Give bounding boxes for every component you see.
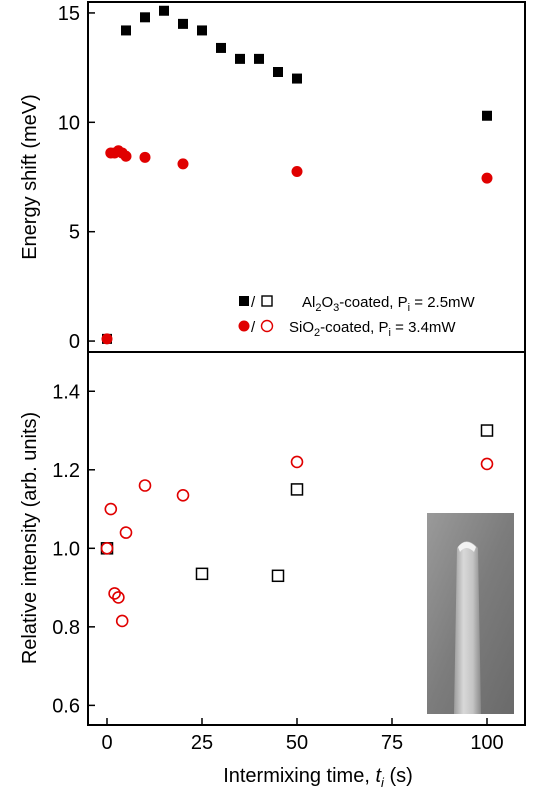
bottom-y-tick-label: 0.8 <box>52 617 80 639</box>
inset-micrograph <box>427 513 514 714</box>
top-series0-point-8 <box>254 53 264 64</box>
top-panel: 0 5 10 15 Energy shift (meV) / Al2O3-coated… <box>19 1 526 353</box>
top-series1-point-8 <box>291 166 303 178</box>
legend-separator-1: / <box>251 294 256 311</box>
x-tick-label: 75 <box>381 732 403 754</box>
top-series1-point-6 <box>139 151 151 163</box>
x-tick-label: 50 <box>286 732 308 754</box>
top-y-ticks: 0 5 10 15 <box>58 3 95 353</box>
bottom-series0-point-4 <box>480 424 494 437</box>
legend-filled-circle-marker <box>238 320 250 332</box>
x-tick-label: 25 <box>191 732 213 754</box>
top-series0-point-7 <box>235 53 245 64</box>
x-axis-title: Intermixing time, ti (s) <box>223 765 413 790</box>
bottom-series0-point-3 <box>290 483 304 496</box>
bottom-y-axis-title: Relative intensity (arb. units) <box>19 412 41 664</box>
top-y-axis-title: Energy shift (meV) <box>19 94 41 260</box>
legend-separator-2: / <box>251 319 256 336</box>
bottom-series1-point-7 <box>176 489 190 502</box>
bottom-series1-point-8 <box>290 455 304 469</box>
bottom-series1-point-4 <box>115 614 129 628</box>
bottom-y-ticks: 0.6 0.8 1.0 1.2 1.4 <box>52 381 95 717</box>
top-series0-point-10 <box>292 73 302 84</box>
bottom-series1-point-5 <box>119 526 133 539</box>
bottom-series1-point-9 <box>480 457 494 471</box>
bottom-series0-point-2 <box>271 569 285 583</box>
bottom-series1-point-3 <box>112 591 125 604</box>
top-series0-point-3 <box>159 5 169 16</box>
inset-pillar-tip <box>458 542 476 552</box>
bottom-series1-point-0 <box>100 542 114 555</box>
bottom-data-points <box>100 424 494 628</box>
top-data-points <box>101 5 493 345</box>
top-series0-point-11 <box>482 110 492 121</box>
top-y-tick-label: 15 <box>58 3 80 25</box>
top-series0-point-4 <box>178 18 188 29</box>
top-y-tick-label: 5 <box>69 222 80 244</box>
bottom-y-tick-label: 1.4 <box>52 381 80 403</box>
x-tick-label: 0 <box>101 732 112 754</box>
bottom-x-ticks: 0 25 50 75 100 <box>101 718 504 754</box>
legend-open-square-marker <box>261 295 273 307</box>
top-series0-point-9 <box>273 67 283 77</box>
bottom-y-tick-label: 0.6 <box>52 695 80 717</box>
top-series1-point-7 <box>177 158 189 170</box>
top-legend: / Al2O3-coated, Pi = 2.5mW / SiO2-coated… <box>238 294 476 339</box>
legend-entry-sio2: / SiO2-coated, Pi = 3.4mW <box>238 319 456 339</box>
top-series0-point-6 <box>216 42 226 53</box>
bottom-series1-point-6 <box>138 479 152 492</box>
top-series1-point-0 <box>101 333 113 345</box>
legend-entry-al2o3: / Al2O3-coated, Pi = 2.5mW <box>239 294 476 314</box>
top-y-tick-label: 10 <box>58 112 80 134</box>
top-y-tick-label: 0 <box>69 331 80 353</box>
bottom-series1-point-2 <box>108 587 121 600</box>
legend-filled-square-marker <box>239 296 249 306</box>
bottom-y-tick-label: 1.0 <box>52 538 80 560</box>
top-series0-point-1 <box>121 25 131 36</box>
top-series0-point-5 <box>197 25 207 36</box>
legend-open-circle-marker <box>260 319 274 333</box>
x-tick-label: 100 <box>470 732 503 754</box>
bottom-panel: 0.6 0.8 1.0 1.2 1.4 0 25 50 75 100 Relative inte… <box>19 351 526 790</box>
top-series1-point-9 <box>481 172 493 184</box>
top-series0-point-2 <box>140 12 150 23</box>
bottom-plot-frame <box>87 351 526 726</box>
bottom-series1-point-1 <box>104 502 118 516</box>
bottom-series0-point-1 <box>195 567 209 581</box>
inset-pillar <box>454 541 481 714</box>
bottom-y-tick-label: 1.2 <box>52 460 80 482</box>
legend-label-al2o3: Al2O3-coated, Pi = 2.5mW <box>302 294 476 314</box>
legend-label-sio2: SiO2-coated, Pi = 3.4mW <box>289 319 456 339</box>
top-series1-point-5 <box>120 150 132 162</box>
